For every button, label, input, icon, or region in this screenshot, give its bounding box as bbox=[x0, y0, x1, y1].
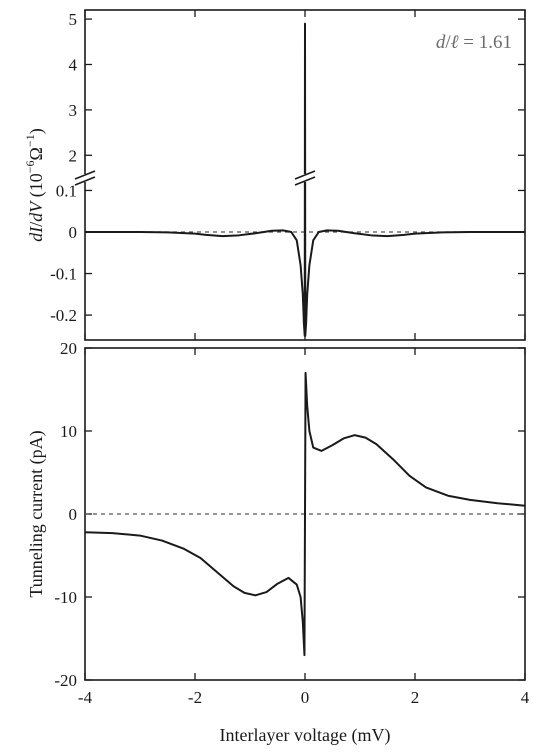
curve-axis-break-stroke bbox=[294, 176, 316, 186]
didv-ylabel-exponent: −6 bbox=[23, 160, 37, 173]
current-y-tick-label: -20 bbox=[54, 671, 77, 690]
didv-ylabel-slash: / bbox=[26, 222, 46, 227]
current-y-tick-label: 0 bbox=[69, 505, 78, 524]
didv-ylabel-unit-open: (10 bbox=[26, 173, 47, 202]
didv-ylabel-unit-close: ) bbox=[26, 128, 47, 134]
annotation-value: = 1.61 bbox=[459, 32, 512, 53]
x-tick-label: -2 bbox=[188, 688, 202, 707]
current-axis-title: Tunneling current (pA) bbox=[26, 430, 47, 597]
axis-break-marks bbox=[74, 170, 316, 186]
x-tick-label: -4 bbox=[78, 688, 93, 707]
annotation-ell: ℓ bbox=[451, 32, 459, 53]
didv-y-tick-label: 3 bbox=[69, 101, 78, 120]
ratio-annotation: d/ℓ = 1.61 bbox=[436, 32, 512, 53]
didv-y-tick-label: -0.2 bbox=[50, 306, 77, 325]
x-tick-label: 0 bbox=[301, 688, 310, 707]
didv-y-tick-label: 0 bbox=[69, 223, 78, 242]
left-axis-break bbox=[74, 170, 96, 186]
current-y-tick-labels: -20 -10 0 10 20 bbox=[54, 339, 77, 690]
left-axis-break-mask bbox=[75, 174, 95, 182]
left-axis-break-stroke bbox=[74, 176, 96, 186]
curve-axis-break bbox=[294, 170, 316, 186]
didv-y-tick-labels: 2 3 4 5 -0.2 -0.1 0 0.1 bbox=[50, 10, 77, 325]
x-tick-labels: -4 -2 0 2 4 bbox=[78, 688, 530, 707]
left-axis-break-stroke bbox=[74, 170, 96, 180]
didv-y-tick-label: 2 bbox=[69, 146, 78, 165]
curve-axis-break-mask bbox=[295, 174, 315, 182]
didv-y-tick-label: -0.1 bbox=[50, 265, 77, 284]
annotation-d: d bbox=[436, 32, 446, 53]
didv-curve bbox=[85, 22, 525, 337]
current-ticks bbox=[84, 347, 526, 681]
curve-axis-break-stroke bbox=[294, 170, 316, 180]
current-y-tick-label: 10 bbox=[60, 422, 77, 441]
current-y-tick-label: -10 bbox=[54, 588, 77, 607]
didv-y-tick-label: 5 bbox=[69, 10, 78, 29]
x-axis-title: Interlayer voltage (mV) bbox=[220, 725, 391, 746]
didv-ylabel-di: dI bbox=[26, 226, 46, 242]
didv-y-tick-label: 4 bbox=[69, 55, 78, 74]
didv-ylabel-ohm: Ω bbox=[26, 147, 46, 160]
x-tick-label: 4 bbox=[521, 688, 530, 707]
current-y-tick-label: 20 bbox=[60, 339, 77, 358]
didv-axis-title: dI/dV (10−6Ω−1) bbox=[23, 128, 47, 241]
didv-ylabel-dv: dV bbox=[26, 200, 46, 222]
didv-y-tick-label: 0.1 bbox=[56, 181, 77, 200]
didv-ylabel-inverse: −1 bbox=[23, 134, 37, 147]
x-tick-label: 2 bbox=[411, 688, 420, 707]
annotation-slash: / bbox=[445, 32, 451, 53]
current-curve bbox=[84, 371, 526, 657]
